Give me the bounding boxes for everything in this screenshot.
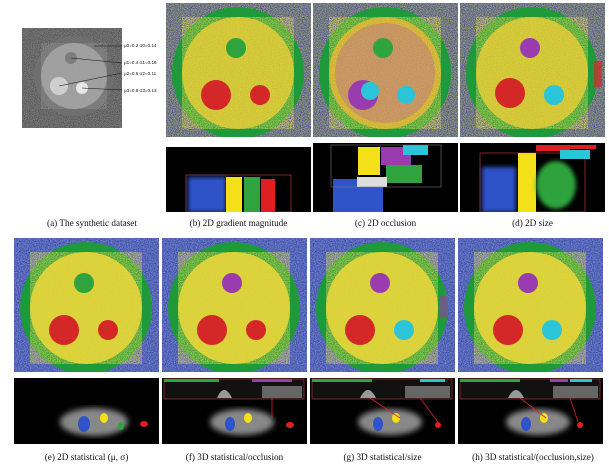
caption-a: (a) The synthetic dataset <box>47 218 137 228</box>
annotation-0: μ0=0.2 σ0=0.14 <box>124 43 157 48</box>
panel-f-histogram <box>162 378 307 444</box>
panel-c-render <box>313 3 458 137</box>
panel-g-histogram <box>310 378 455 444</box>
panel-d-render <box>460 3 605 137</box>
caption-h: (h) 3D statistical/(occlusion,size) <box>472 452 594 462</box>
annotation-3: μ3=0.8 σ3=0.13 <box>124 88 157 93</box>
panel-b-render <box>166 3 311 137</box>
panel-e-histogram <box>14 378 159 444</box>
panel-g-render <box>310 238 455 372</box>
panel-f-render <box>162 238 307 372</box>
caption-e: (e) 2D statistical (μ, σ) <box>44 452 129 462</box>
caption-b: (b) 2D gradient magnitude <box>189 218 288 228</box>
panel-a-synthetic-dataset: μ0=0.2 σ0=0.14 μ1=0.4 σ1=0.16 μ2=0.6 σ2=… <box>22 28 162 128</box>
caption-f: (f) 3D statistical/occlusion <box>185 452 284 462</box>
panel-h-render <box>458 238 603 372</box>
panel-b-histogram <box>166 147 311 212</box>
caption-c: (c) 2D occlusion <box>354 218 417 228</box>
annotation-2: μ2=0.6 σ2=0.11 <box>124 71 157 76</box>
panel-c-histogram <box>313 143 458 212</box>
caption-d: (d) 2D size <box>512 218 553 228</box>
annotation-1: μ1=0.4 σ1=0.16 <box>124 60 157 65</box>
panel-d-histogram <box>460 143 605 212</box>
synthetic-dataset-image <box>22 28 122 128</box>
panel-h-histogram <box>458 378 603 444</box>
panel-e-render <box>14 238 159 372</box>
caption-g: (g) 3D statistical/size <box>343 452 422 462</box>
